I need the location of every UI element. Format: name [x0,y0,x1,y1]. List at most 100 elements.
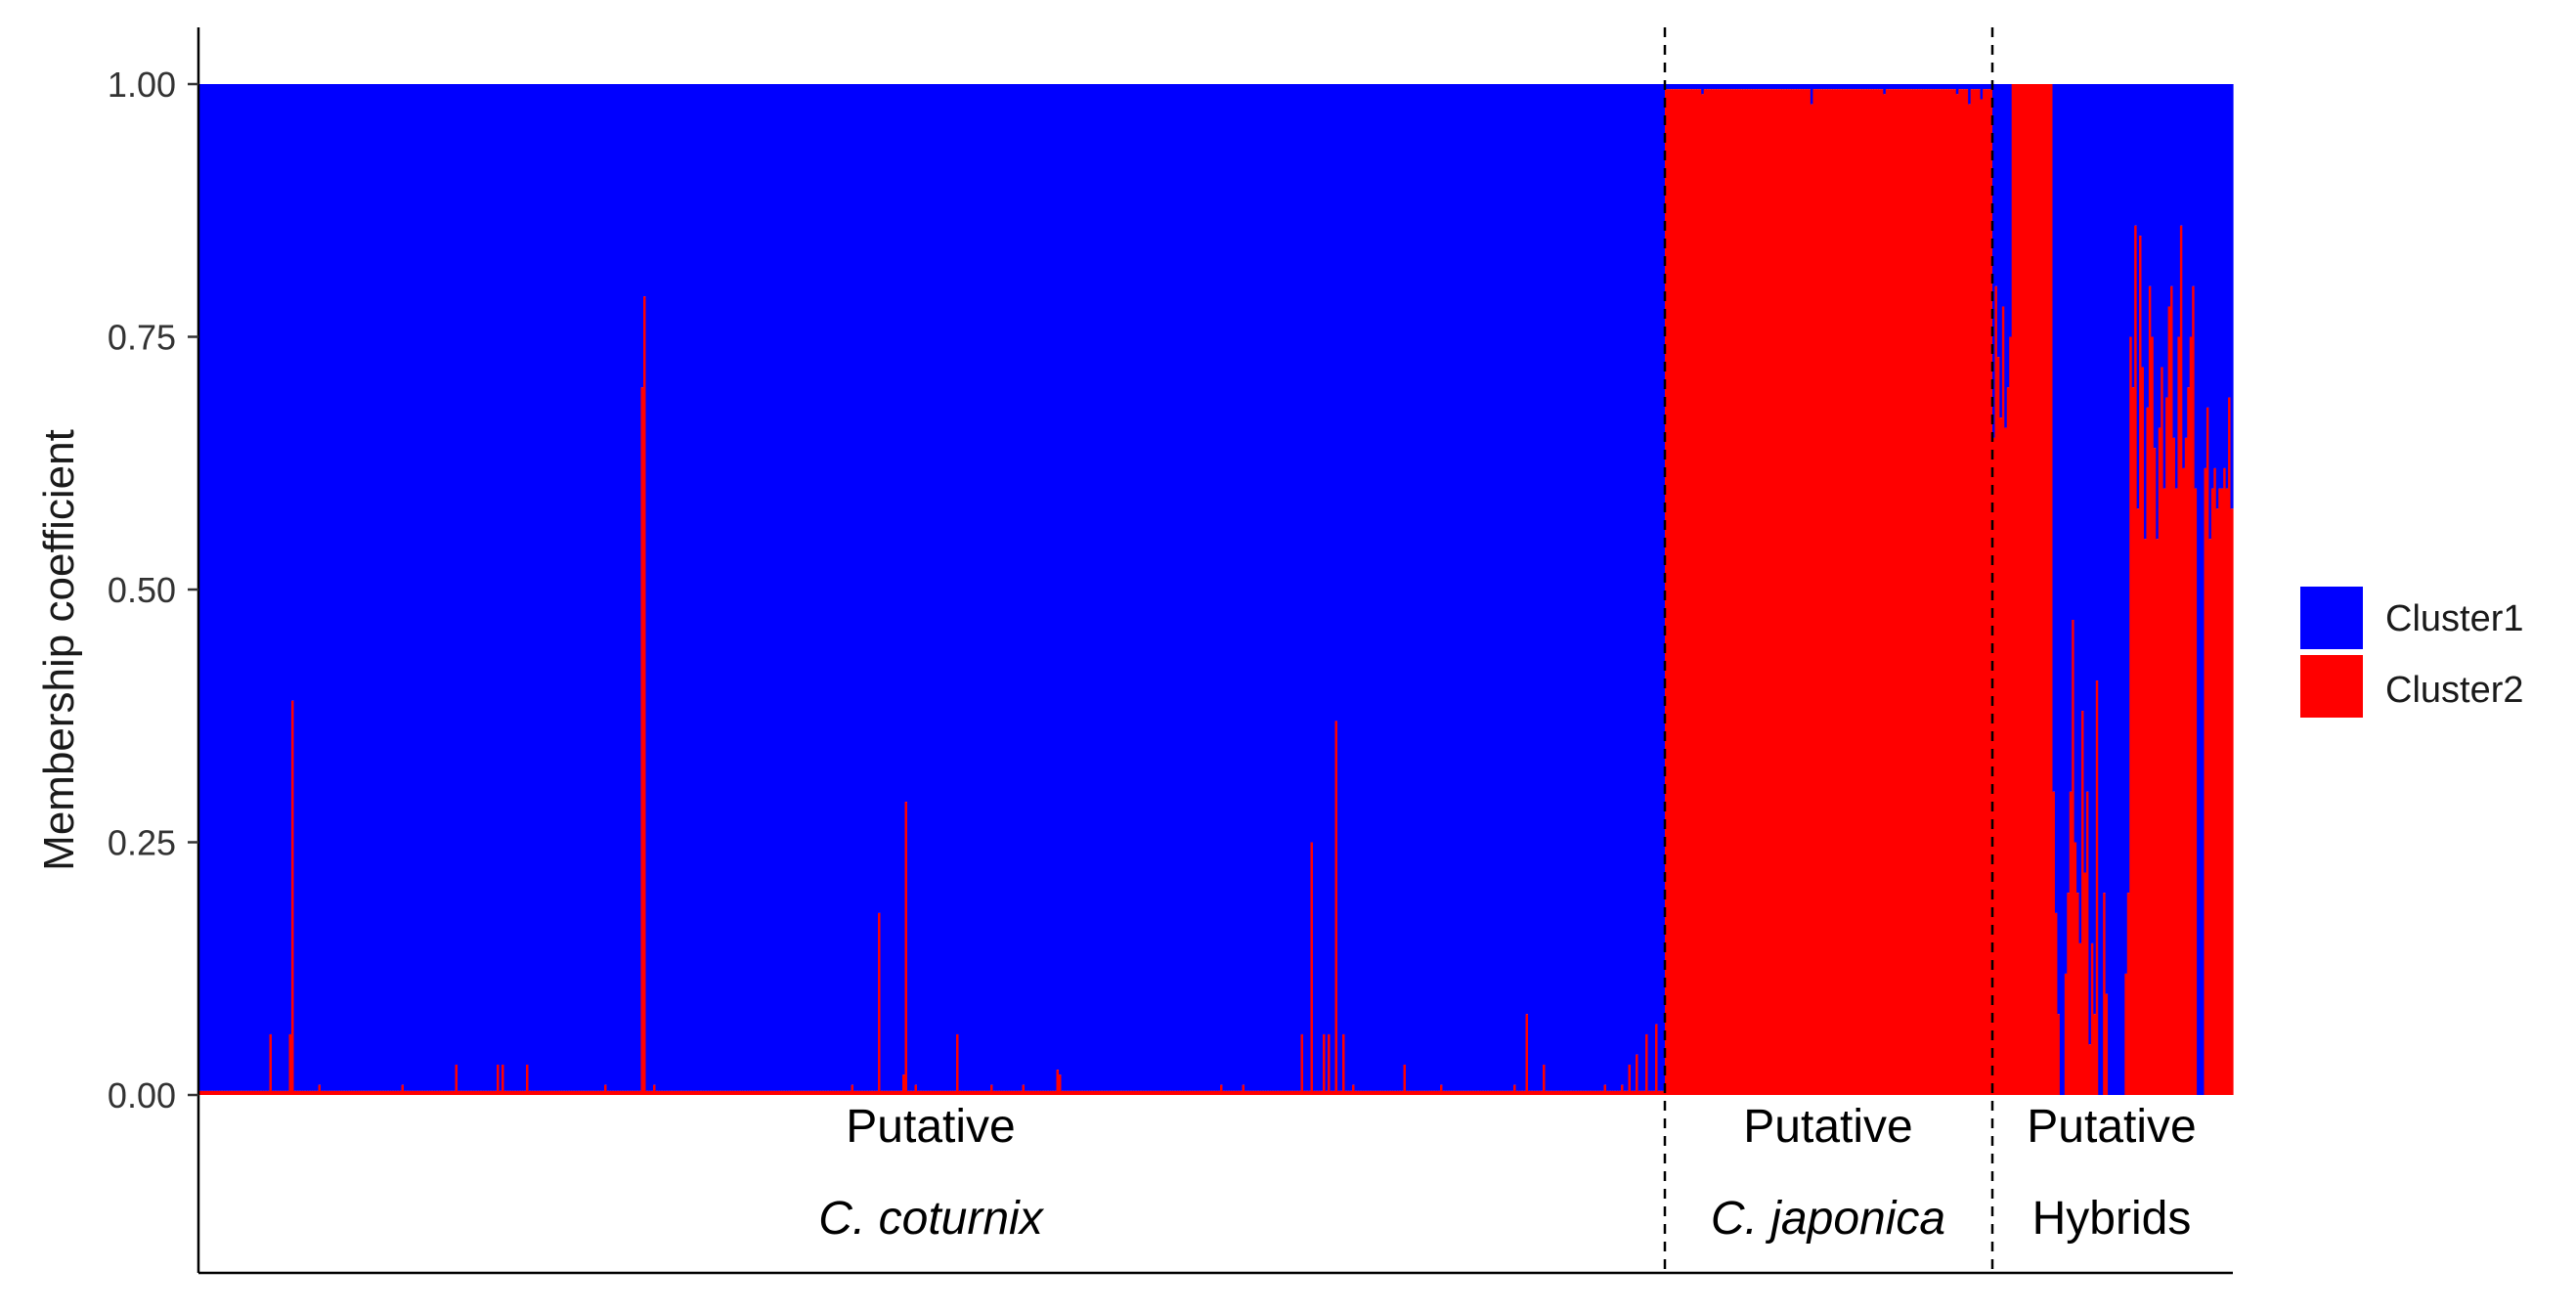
bar-cluster2 [785,1090,789,1095]
bar-cluster1 [1173,84,1177,1091]
bar-cluster1 [650,84,654,1091]
bar-cluster1 [1491,84,1495,1091]
bar-cluster1 [631,84,634,1091]
bar-cluster2 [1858,89,1862,1095]
bar-cluster2 [775,1090,779,1095]
bar-cluster2 [851,1084,854,1095]
bar-cluster1 [629,84,633,1091]
bar-cluster2 [1924,89,1928,1095]
bar-cluster2 [215,1090,219,1095]
bar-cluster2 [858,1090,862,1095]
bar-cluster1 [951,84,955,1091]
bar-cluster1 [1875,84,1879,90]
bar-cluster1 [2165,84,2169,398]
bar-cluster1 [1110,84,1113,1091]
bar-cluster2 [709,1090,713,1095]
bar-cluster2 [702,1090,706,1095]
bar-cluster2 [1927,89,1931,1095]
bar-cluster2 [1295,1090,1299,1095]
bar-cluster1 [958,84,962,1091]
bar-cluster1 [1873,84,1877,90]
bar-cluster1 [2192,84,2196,286]
bar-cluster1 [213,84,217,1091]
bar-cluster2 [482,1090,486,1095]
bar-cluster1 [1832,84,1836,90]
bar-cluster1 [2220,84,2224,489]
bar-cluster1 [619,84,623,1091]
bar-cluster1 [533,84,537,1091]
bar-cluster1 [1220,84,1224,1085]
bar-cluster1 [1587,84,1591,1091]
bar-cluster1 [1460,84,1463,1091]
bar-cluster1 [1479,84,1483,1091]
bar-cluster2 [738,1090,742,1095]
bar-cluster1 [1181,84,1185,1091]
bar-cluster2 [1328,1033,1332,1095]
bar-cluster2 [1538,1090,1542,1095]
bar-cluster2 [557,1090,561,1095]
bar-cluster1 [1824,84,1828,90]
bar-cluster1 [839,84,843,1091]
bar-cluster1 [2230,84,2234,509]
bar-cluster2 [1161,1090,1165,1095]
bar-cluster1 [418,84,422,1091]
bar-cluster1 [621,84,625,1091]
bar-cluster2 [1518,1090,1522,1095]
bar-cluster2 [606,1090,610,1095]
bar-cluster1 [1157,84,1160,1091]
bar-cluster2 [494,1090,498,1095]
bar-cluster2 [809,1090,813,1095]
bar-cluster1 [1362,84,1366,1091]
bar-cluster2 [1657,1090,1661,1095]
bar-cluster2 [875,1090,879,1095]
bar-cluster2 [1902,89,1906,1095]
bar-cluster1 [675,84,678,1091]
bar-cluster2 [1601,1090,1605,1095]
bar-cluster2 [1623,1090,1627,1095]
bar-cluster2 [552,1090,556,1095]
bar-cluster1 [1494,84,1498,1091]
bar-cluster2 [1783,89,1787,1095]
bar-cluster1 [1349,84,1353,1091]
bar-cluster1 [518,84,522,1091]
bar-cluster1 [1783,84,1787,90]
bar-cluster1 [453,84,457,1091]
bar-cluster1 [323,84,327,1091]
bar-cluster2 [1310,842,1314,1095]
bar-cluster1 [1924,84,1928,90]
bar-cluster1 [687,84,691,1091]
bar-cluster1 [1166,84,1170,1091]
bar-cluster1 [2174,84,2179,489]
bar-cluster2 [1734,89,1739,1095]
bar-cluster2 [2067,893,2071,1095]
bar-cluster1 [1142,84,1146,1091]
bar-cluster2 [376,1090,380,1095]
bar-cluster1 [391,84,395,1091]
bar-cluster2 [1134,1090,1138,1095]
bar-cluster1 [1939,84,1943,90]
bar-cluster2 [1847,89,1851,1095]
bar-cluster2 [1196,1090,1200,1095]
bar-cluster2 [1386,1090,1390,1095]
bar-cluster1 [269,84,273,1034]
bar-cluster2 [1372,1090,1375,1095]
bar-cluster2 [1613,1090,1617,1095]
group-dividers [1663,27,1994,1273]
bar-cluster1 [1899,84,1903,90]
bar-cluster1 [611,84,615,1091]
bar-cluster2 [648,1090,652,1095]
bar-cluster2 [924,1090,928,1095]
bar-cluster1 [1259,84,1263,1091]
bar-cluster2 [242,1090,246,1095]
bar-cluster2 [958,1090,962,1095]
bar-cluster2 [1587,1090,1591,1095]
bar-cluster1 [895,84,898,1091]
bar-cluster1 [1898,84,1901,90]
bar-cluster2 [2004,427,2008,1095]
legend-label-cluster1: Cluster1 [2385,598,2524,639]
bar-cluster2 [1793,89,1797,1095]
bar-cluster1 [1606,84,1610,1091]
bar-cluster1 [1819,84,1823,90]
bar-cluster2 [274,1090,278,1095]
bar-cluster2 [1626,1090,1630,1095]
